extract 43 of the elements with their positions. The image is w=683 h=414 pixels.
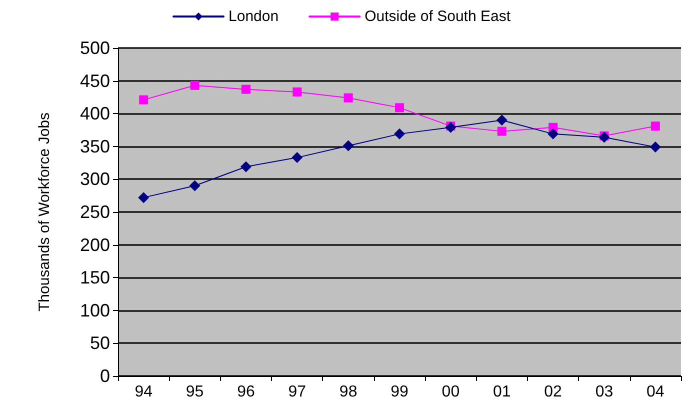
y-axis-title: Thousands of Workforce Jobs — [36, 112, 53, 312]
y-tick-label: 450 — [80, 70, 110, 91]
y-tick-label: 50 — [90, 333, 110, 354]
point — [650, 122, 660, 131]
y-tick-label: 100 — [80, 300, 110, 320]
point — [241, 84, 250, 94]
x-tick-label: 98 — [339, 384, 358, 400]
point — [394, 128, 405, 140]
y-tick-label: 400 — [80, 104, 110, 124]
x-tick-label: 04 — [646, 384, 664, 400]
point — [395, 103, 404, 112]
point — [344, 93, 353, 102]
point — [189, 180, 200, 192]
x-tick-label: 03 — [595, 384, 614, 400]
x-tick-label: 96 — [237, 384, 255, 400]
legend-label: London — [228, 8, 279, 25]
point — [650, 142, 661, 153]
point — [497, 126, 506, 136]
y-tick-label: 0 — [100, 366, 110, 386]
point — [190, 80, 200, 90]
y-tick-label: 500 — [80, 38, 110, 58]
point — [240, 161, 252, 172]
point — [496, 114, 508, 126]
y-tick-label: 200 — [80, 234, 110, 255]
x-tick-label: 00 — [442, 384, 460, 400]
legend-label: Outside of South East — [364, 8, 512, 25]
y-tick-label: 250 — [80, 202, 110, 222]
x-tick-label: 02 — [544, 384, 562, 400]
y-tick-label: 150 — [80, 268, 110, 288]
x-tick-label: 01 — [492, 384, 511, 400]
x-tick-label: 95 — [186, 384, 204, 400]
x-tick-label: 99 — [390, 384, 408, 400]
point — [548, 128, 559, 140]
point — [139, 95, 148, 104]
point — [138, 192, 150, 204]
y-tick-label: 300 — [80, 169, 110, 190]
point — [598, 132, 610, 143]
y-tick-label: 350 — [80, 136, 110, 156]
x-tick-label: 97 — [288, 384, 306, 400]
point — [342, 140, 354, 152]
point — [292, 87, 302, 96]
x-tick-label: 94 — [134, 384, 153, 400]
point — [292, 152, 303, 164]
